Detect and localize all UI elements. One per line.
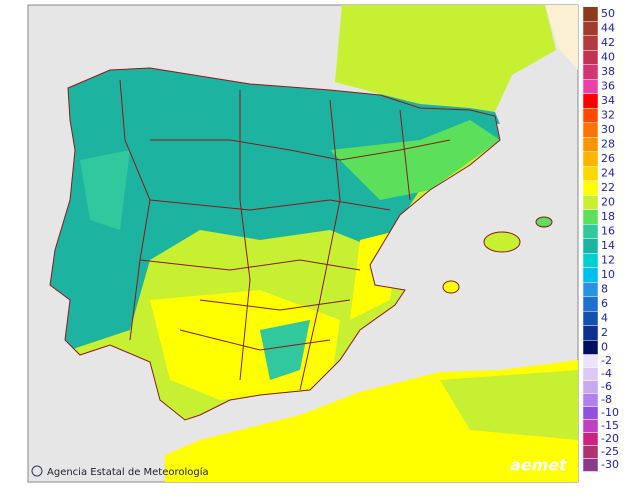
legend-label: 24 <box>601 167 615 180</box>
legend-swatch <box>582 380 599 394</box>
legend-label: -6 <box>601 380 612 393</box>
legend-swatch <box>582 238 599 254</box>
coast <box>49 67 501 421</box>
legend-label: 30 <box>601 123 615 136</box>
legend-label: 26 <box>601 152 615 165</box>
legend-swatch <box>582 354 599 368</box>
legend-label: 20 <box>601 196 615 209</box>
legend-swatch <box>582 137 599 152</box>
legend-label: 4 <box>601 312 608 325</box>
legend-label: -30 <box>601 458 619 471</box>
legend-label: 42 <box>601 36 615 49</box>
legend-label: 6 <box>601 297 608 310</box>
legend-label: -2 <box>601 354 612 367</box>
logo: aemet <box>510 456 568 475</box>
legend-swatch <box>582 35 599 51</box>
legend-label: -25 <box>601 445 619 458</box>
legend-label: -10 <box>601 406 619 419</box>
legend-swatch <box>582 209 599 225</box>
legend-swatch <box>582 253 599 268</box>
legend-swatch <box>582 282 599 297</box>
legend-swatch <box>582 93 599 109</box>
legend-label: 36 <box>601 80 615 93</box>
legend-label: 32 <box>601 109 615 122</box>
legend-label: 44 <box>601 22 615 35</box>
legend-label: 16 <box>601 225 615 238</box>
legend-label: 38 <box>601 65 615 78</box>
legend-label: -4 <box>601 367 612 380</box>
credit: Agencia Estatal de Meteorología <box>31 465 209 478</box>
legend-label: 14 <box>601 239 615 252</box>
legend-label: 12 <box>601 254 615 267</box>
borders <box>119 79 451 391</box>
legend-label: 2 <box>601 326 608 339</box>
legend-swatch <box>582 296 599 312</box>
legend-swatch <box>582 393 599 407</box>
corner <box>545 5 578 70</box>
legend-swatch <box>582 21 599 36</box>
legend-swatch <box>582 267 599 283</box>
legend-swatch <box>582 224 599 239</box>
legend-swatch <box>582 79 599 94</box>
legend-label: -15 <box>601 419 619 432</box>
legend-swatch <box>582 180 599 196</box>
legend-label: 22 <box>601 181 615 194</box>
map: Agencia Estatal de Meteorología aemet <box>27 4 579 483</box>
legend-label: -20 <box>601 432 619 445</box>
legend-swatch <box>582 367 599 381</box>
island <box>483 231 521 253</box>
legend-swatch <box>582 166 599 181</box>
legend-swatch <box>582 340 599 355</box>
legend-swatch <box>582 325 599 341</box>
legend-label: 0 <box>601 341 608 354</box>
legend-swatch <box>582 64 599 80</box>
legend-swatch <box>582 432 599 446</box>
legend-label: 8 <box>601 283 608 296</box>
island <box>442 280 460 294</box>
legend-swatch <box>582 6 599 22</box>
island <box>535 216 553 228</box>
legend-label: -8 <box>601 393 612 406</box>
legend-swatch <box>582 151 599 167</box>
africa-highland <box>440 370 578 440</box>
legend-label: 34 <box>601 94 615 107</box>
legend-swatch <box>582 311 599 326</box>
legend-swatch <box>582 445 599 459</box>
legend-label: 10 <box>601 268 615 281</box>
legend-label: 18 <box>601 210 615 223</box>
legend-swatch <box>582 108 599 123</box>
legend-label: 28 <box>601 138 615 151</box>
legend-label: 50 <box>601 7 615 20</box>
legend-swatch <box>582 122 599 138</box>
credit-text: Agencia Estatal de Meteorología <box>47 466 209 478</box>
legend: 5044424038363432302826242220181614121086… <box>582 6 619 472</box>
legend-label: 40 <box>601 51 615 64</box>
legend-swatch <box>582 458 599 472</box>
legend-swatch <box>582 419 599 433</box>
legend-swatch <box>582 50 599 65</box>
france <box>335 5 556 112</box>
legend-swatch <box>582 195 599 210</box>
legend-swatch <box>582 406 599 420</box>
